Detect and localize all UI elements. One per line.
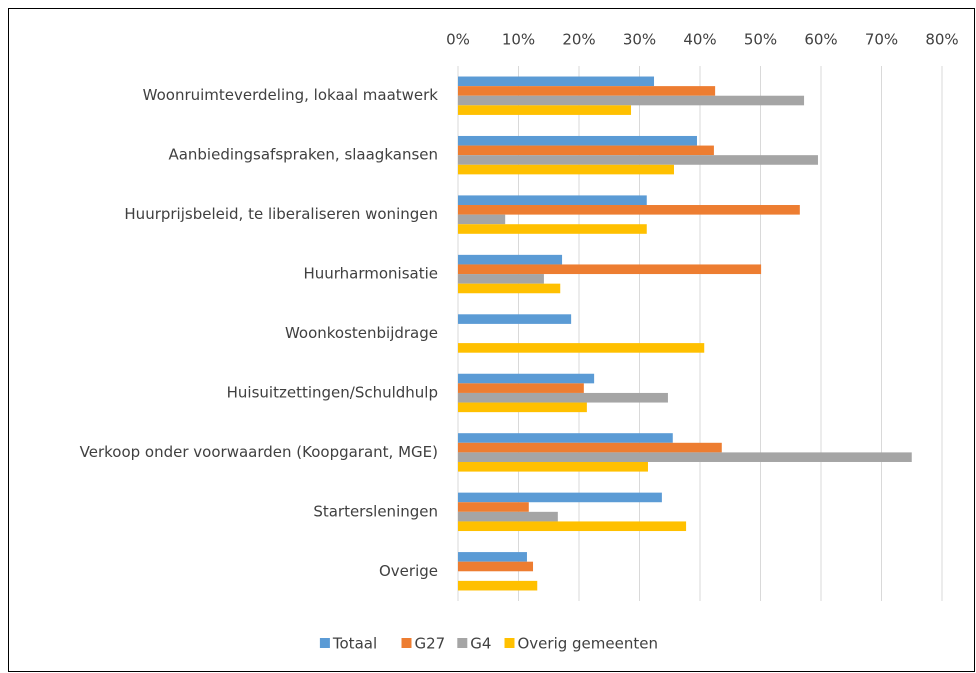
bar	[458, 580, 538, 591]
legend-swatch	[319, 638, 330, 648]
bar	[458, 392, 668, 403]
legend-label: Totaal	[332, 635, 377, 653]
bar	[458, 155, 818, 165]
legend-label: G27	[415, 635, 446, 653]
bar	[458, 135, 697, 146]
bar	[458, 195, 647, 206]
x-tick-label: 50%	[744, 31, 777, 49]
legend-swatch	[401, 638, 412, 648]
x-tick-label: 80%	[925, 31, 958, 49]
y-tick-label: Overige	[379, 562, 438, 580]
x-tick-label: 20%	[562, 31, 595, 49]
legend-label: G4	[470, 635, 491, 653]
bar	[458, 461, 648, 472]
legend-swatch	[457, 638, 468, 648]
y-tick-label: Woonkostenbijdrage	[285, 324, 438, 342]
bar	[458, 224, 647, 234]
y-tick-label: Verkoop onder voorwaarden (Koopgarant, M…	[80, 443, 438, 461]
bar	[458, 433, 673, 443]
bar	[458, 86, 716, 96]
bar	[458, 452, 912, 462]
bar	[458, 314, 572, 324]
bar	[458, 561, 534, 572]
x-tick-label: 0%	[446, 31, 470, 49]
bar	[458, 105, 632, 115]
x-tick-label: 60%	[804, 31, 837, 49]
y-tick-label: Huurprijsbeleid, te liberaliseren woning…	[124, 205, 438, 223]
bar	[458, 76, 655, 87]
bar	[458, 283, 561, 294]
x-tick-label: 70%	[865, 31, 898, 49]
bar	[458, 373, 595, 384]
y-tick-label: Startersleningen	[313, 502, 438, 520]
bar	[458, 95, 805, 106]
legend-swatch	[504, 638, 515, 648]
y-tick-label: Woonruimteverdeling, lokaal maatwerk	[143, 86, 439, 104]
bar	[458, 521, 687, 532]
bar	[458, 145, 714, 156]
x-tick-label: 40%	[683, 31, 716, 49]
bar	[458, 502, 529, 512]
bar	[458, 205, 800, 215]
bar	[458, 254, 563, 265]
bar	[458, 214, 506, 225]
legend-label: Overig gemeenten	[518, 635, 658, 653]
bar	[458, 164, 674, 175]
bar	[458, 492, 662, 503]
bar	[458, 511, 558, 522]
y-tick-label: Huisuitzettingen/Schuldhulp	[227, 383, 438, 401]
x-tick-label: 30%	[623, 31, 656, 49]
bar	[458, 343, 705, 353]
bar	[458, 264, 762, 275]
bar	[458, 383, 584, 393]
y-tick-label: Huurharmonisatie	[303, 265, 438, 283]
bar	[458, 402, 587, 413]
bar	[458, 442, 722, 453]
bar	[458, 552, 527, 562]
bar	[458, 274, 544, 284]
x-tick-label: 10%	[502, 31, 535, 49]
y-tick-label: Aanbiedingsafspraken, slaagkansen	[168, 146, 438, 164]
